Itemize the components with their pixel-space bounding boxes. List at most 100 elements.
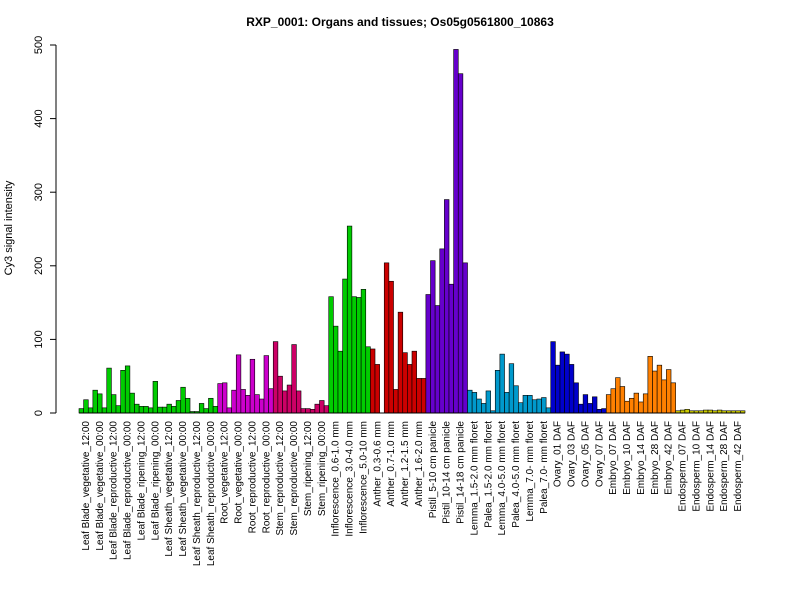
bar: [596, 409, 602, 414]
bar: [152, 381, 158, 414]
bar: [481, 403, 487, 414]
x-tick-label: Ovary_03 DAF: [567, 421, 578, 487]
x-tick-label: Anther_1.6-2.0 mm: [414, 421, 425, 507]
bar: [333, 325, 339, 414]
bar: [143, 406, 149, 414]
bar: [684, 409, 690, 414]
x-tick-label: Leaf Sheath_vegetative_00:00: [178, 421, 189, 557]
bar: [319, 400, 325, 414]
bar: [420, 378, 427, 414]
bar: [120, 370, 126, 414]
bar: [175, 400, 182, 414]
bar: [337, 350, 343, 414]
x-tick-label: Stem_reproductive_12:00: [275, 421, 286, 536]
bar: [268, 388, 274, 414]
bar: [471, 392, 478, 414]
bar: [402, 352, 408, 414]
x-tick-label: Leaf Sheath_reproductive_00:00: [206, 421, 217, 567]
bar: [383, 262, 390, 414]
bar: [462, 262, 468, 414]
bar: [78, 408, 84, 414]
bar: [157, 406, 163, 414]
bar: [92, 389, 98, 414]
bar: [666, 369, 672, 414]
bar: [87, 407, 94, 414]
bar: [360, 289, 367, 414]
bar: [656, 364, 663, 414]
x-tick-label: Leaf Blade_vegetative_12:00: [81, 421, 92, 551]
bars: [78, 49, 746, 414]
bar: [111, 394, 117, 414]
bar: [388, 280, 394, 414]
bar: [605, 394, 612, 414]
bar: [180, 386, 186, 414]
bar: [185, 397, 191, 414]
x-tick-label: Root_reproductive_00:00: [261, 421, 272, 534]
bar: [550, 341, 556, 414]
bar: [171, 406, 177, 414]
bar: [448, 283, 454, 414]
x-tick-label: Lemma_4.0-5.0 mm floret: [497, 421, 508, 536]
bar: [527, 395, 533, 414]
bar: [254, 394, 260, 414]
bar: [518, 402, 524, 414]
bar: [642, 393, 649, 414]
bar: [559, 351, 565, 414]
bar: [222, 382, 228, 414]
bar: [638, 401, 644, 414]
bar: [374, 364, 380, 414]
bar: [351, 296, 357, 414]
x-tick-label: Embryo_42 DAF: [664, 421, 675, 495]
bar: [457, 73, 464, 414]
bar: [342, 278, 348, 414]
x-tick-label: Pistil_5-10 cm panicle: [428, 421, 439, 519]
bar: [198, 403, 205, 414]
x-tick-label: Leaf Blade_ripening_12:00: [136, 421, 147, 541]
bar: [212, 406, 219, 414]
bar: [397, 311, 404, 414]
y-tick-label: 100: [33, 330, 45, 348]
bar: [346, 225, 353, 414]
x-tick-label: Ovary_07 DAF: [594, 421, 605, 487]
x-tick-label: Pistil_10-14 cm panicle: [442, 421, 453, 524]
bar: [291, 344, 297, 414]
bar: [564, 353, 570, 414]
bar: [536, 398, 542, 414]
x-tick-label: Leaf Blade_ripening_00:00: [150, 421, 161, 541]
bar: [314, 403, 320, 414]
bar: [259, 398, 265, 414]
bar: [615, 377, 621, 414]
x-tick-label: Embryo_14 DAF: [636, 421, 647, 495]
bar: [365, 346, 371, 414]
bar: [101, 407, 108, 414]
bar: [245, 395, 251, 414]
bar: [601, 408, 607, 414]
bar: [249, 358, 256, 414]
bar: [300, 408, 306, 414]
bar: [115, 405, 121, 414]
x-tick-label: Embryo_07 DAF: [608, 421, 619, 495]
y-tick-label: 500: [33, 36, 45, 54]
x-tick-label: Endosperm_07 DAF: [678, 421, 689, 512]
bar: [407, 364, 413, 414]
bar: [277, 375, 283, 414]
x-tick-label: Anther_0.3-0.6 mm: [372, 421, 383, 507]
x-tick-label: Inflorescence_0.6-1.0 mm: [331, 421, 342, 537]
bar: [494, 370, 501, 414]
bar: [411, 350, 417, 414]
bar: [619, 386, 626, 414]
bar: [393, 389, 399, 414]
x-tick-label: Stem_ripening_12:00: [303, 421, 314, 517]
x-tick-label: Palea_1.5-2.0 mm floret: [483, 421, 494, 528]
x-tick-label: Leaf Sheath_vegetative_12:00: [164, 421, 175, 557]
bar: [430, 260, 436, 414]
x-tick-label: Ovary_01 DAF: [553, 421, 564, 487]
bar: [328, 296, 334, 414]
bar: [148, 407, 154, 414]
x-tick-label: Root_reproductive_12:00: [247, 421, 258, 534]
bar: [282, 390, 288, 414]
x-tick-label: Endosperm_14 DAF: [705, 421, 716, 512]
bar: [587, 403, 593, 414]
